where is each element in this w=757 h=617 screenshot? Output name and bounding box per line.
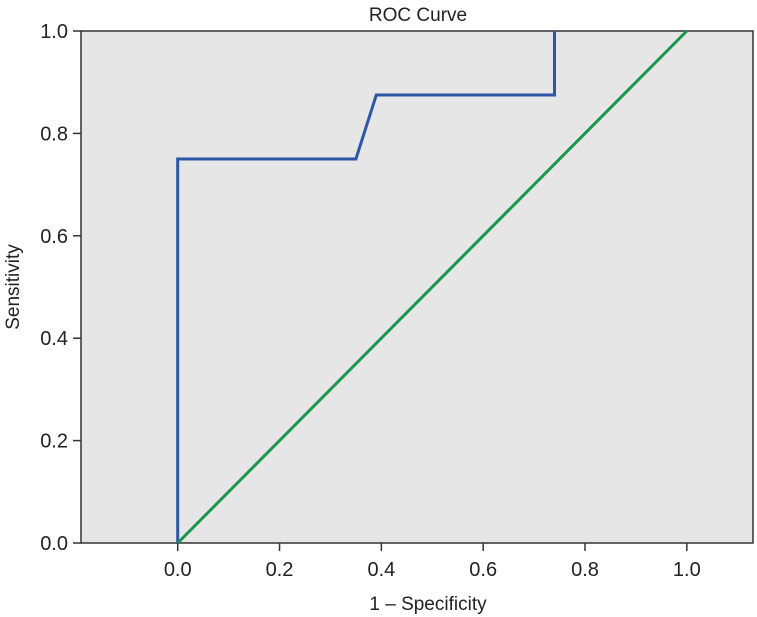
x-tick-label: 0.6	[469, 559, 497, 581]
x-tick-label: 0.0	[164, 559, 192, 581]
y-tick-label: 0.6	[40, 226, 68, 248]
y-tick-label: 0.0	[40, 533, 68, 555]
chart-title: ROC Curve	[369, 5, 467, 26]
x-tick-label: 1.0	[673, 559, 701, 581]
series-line-1	[176, 31, 556, 543]
y-tick-label: 0.4	[40, 328, 68, 350]
y-axis-title: Sensitivity	[3, 244, 24, 330]
y-tick-label: 1.0	[40, 21, 68, 43]
x-tick-label: 0.8	[571, 559, 599, 581]
x-tick-label: 0.2	[266, 559, 294, 581]
x-axis-title: 1 – Specificity	[369, 594, 487, 615]
y-tick-label: 0.8	[40, 123, 68, 145]
x-tick-label: 0.4	[367, 559, 395, 581]
y-tick-label: 0.2	[40, 431, 68, 453]
plot-area	[80, 30, 754, 544]
series-line-2	[176, 29, 688, 545]
